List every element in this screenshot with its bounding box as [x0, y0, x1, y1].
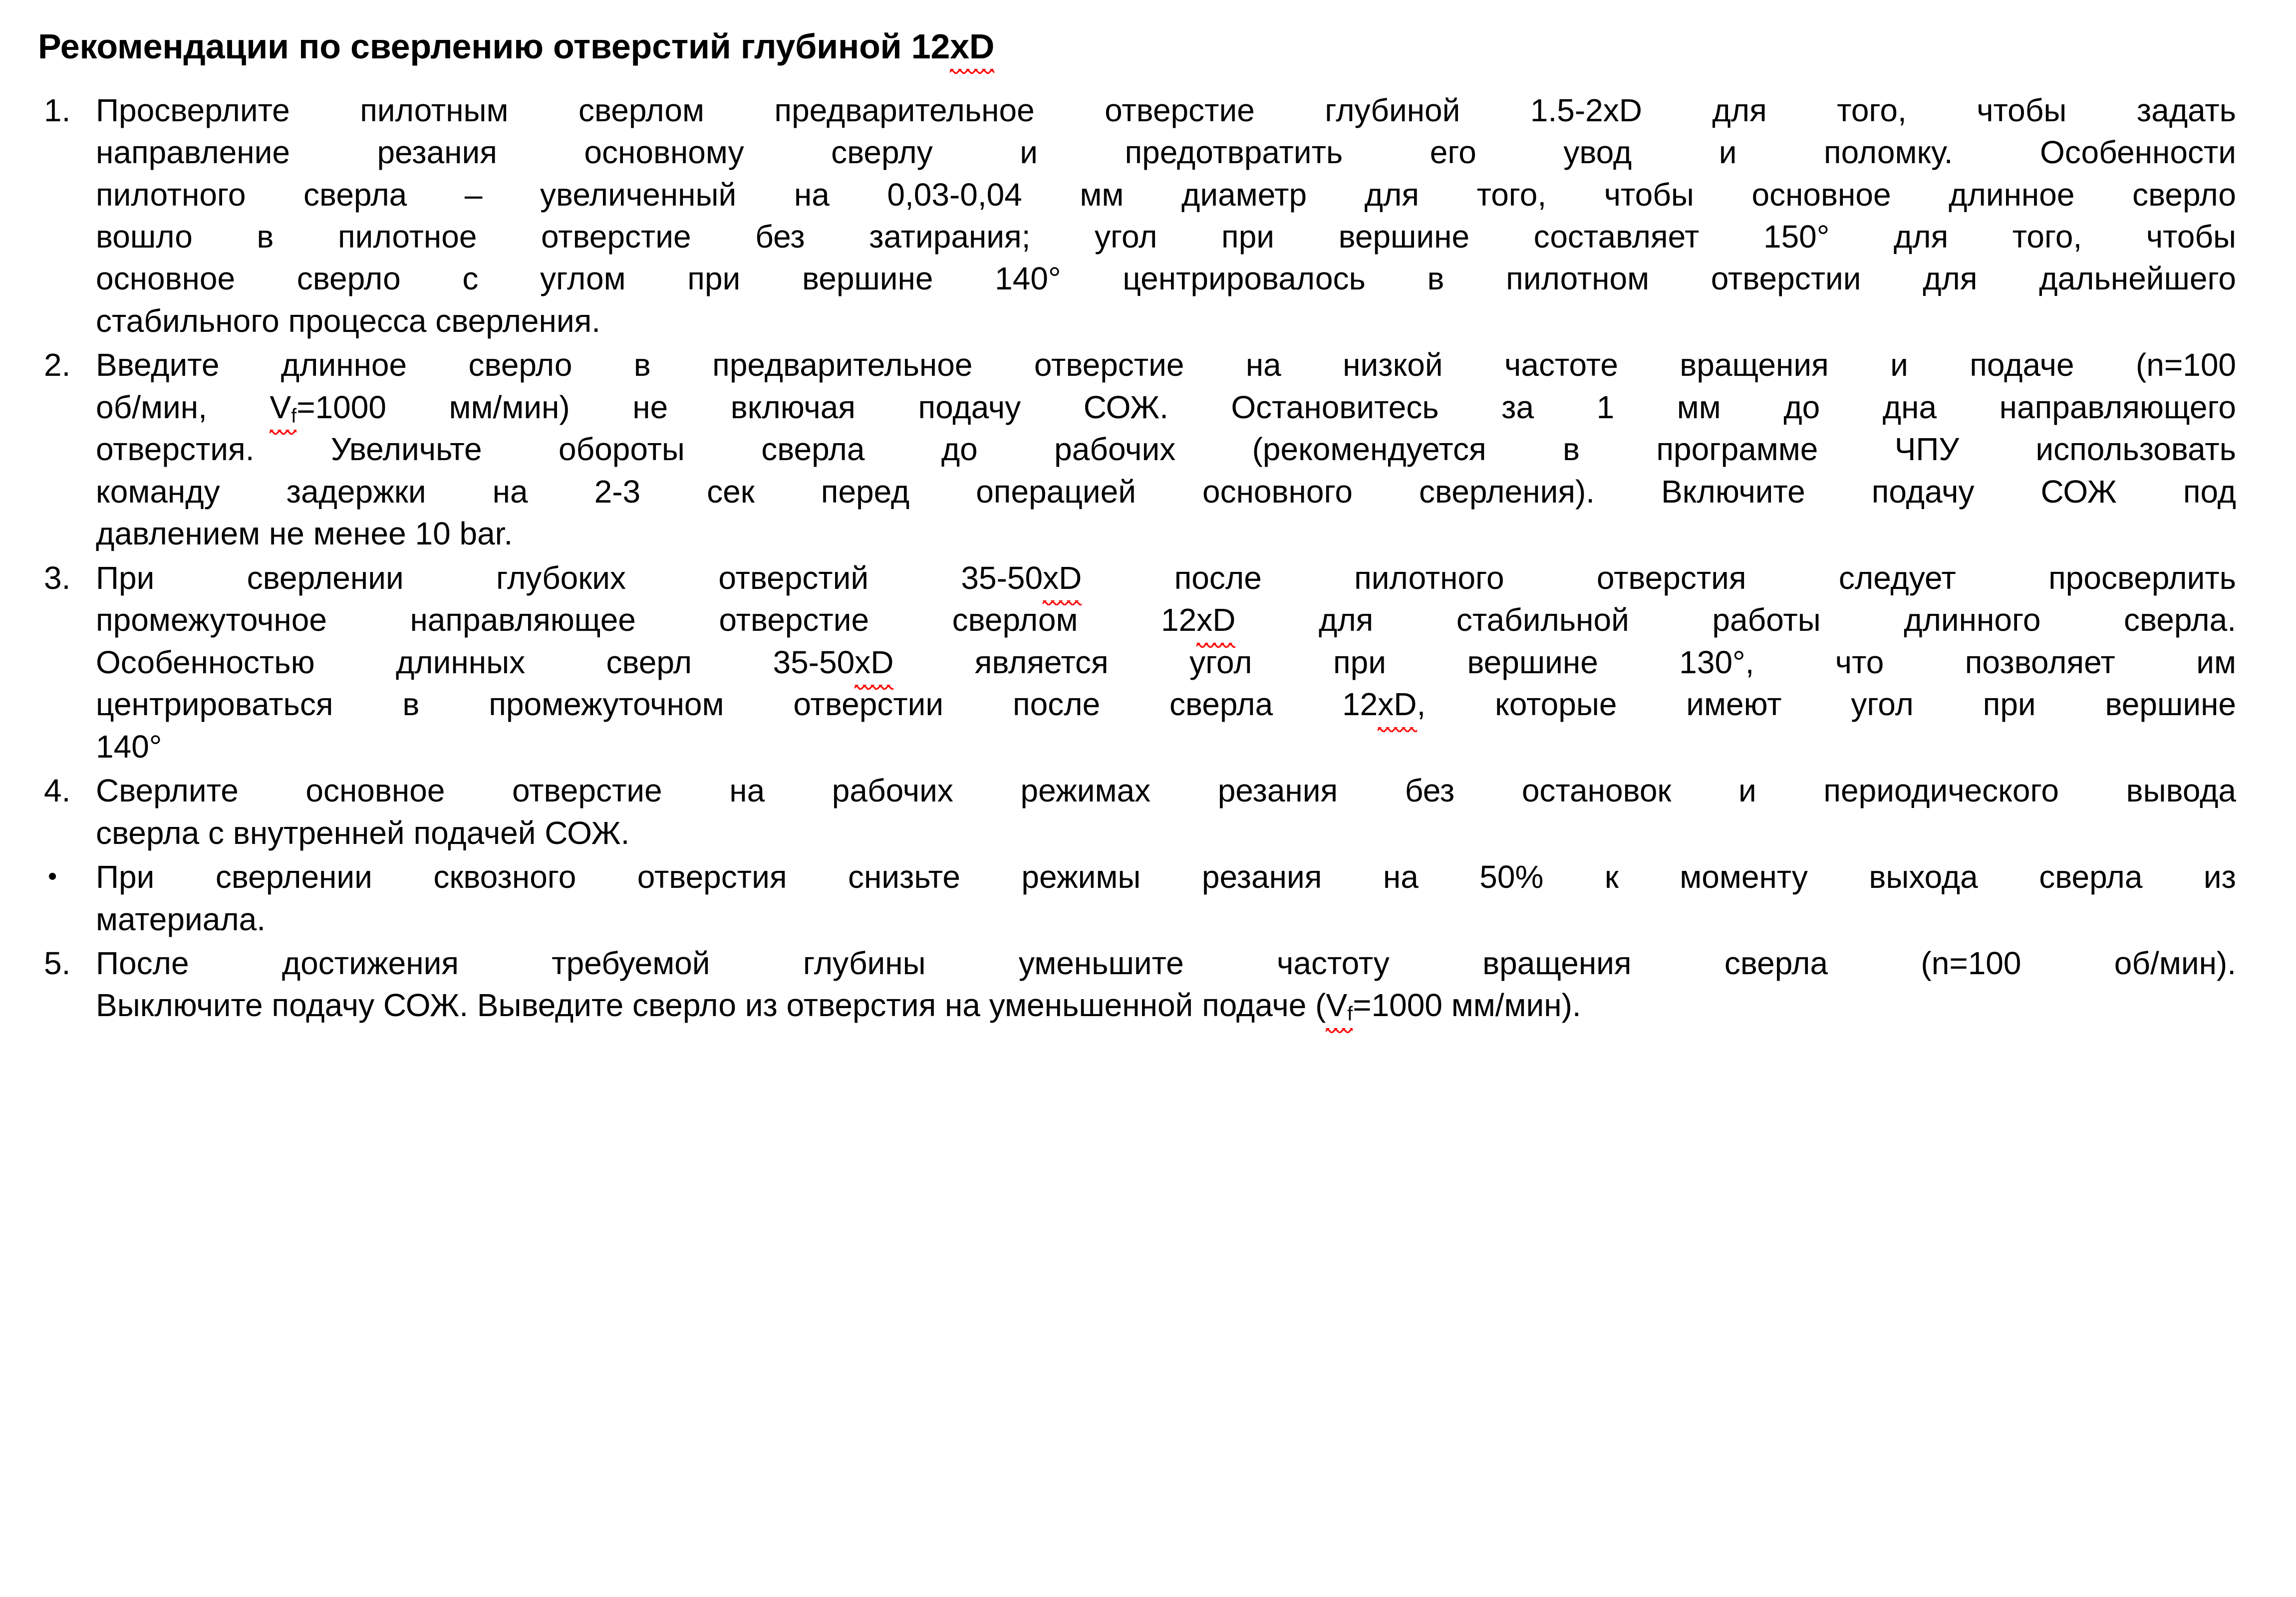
text-run: об/мин, [96, 389, 270, 425]
text-line: После достижения требуемой глубины умень… [96, 945, 2236, 981]
list-item-text: После достижения требуемой глубины умень… [96, 942, 2236, 1034]
text-line: стабильного процесса сверления. [96, 302, 601, 339]
page-title: Рекомендации по сверлению отверстий глуб… [35, 26, 2236, 74]
text-line: центрироваться в промежуточном отверстии… [96, 683, 2237, 733]
list-item-text: При сверлении сквозного отверстия снизьт… [96, 856, 2236, 940]
text-run: является угол при вершине 130°, что позв… [893, 644, 2237, 680]
list-item: 1. Просверлите пилотным сверлом предвари… [35, 89, 2236, 342]
spellcheck-misspelling: xD [1196, 599, 1236, 648]
list-item-text: Просверлите пилотным сверлом предварител… [96, 89, 2236, 342]
recommendations-list: 1. Просверлите пилотным сверлом предвари… [35, 89, 2236, 1034]
text-run: Выключите подачу СОЖ. Выведите сверло из… [96, 987, 1326, 1024]
list-marker: 4. [44, 773, 71, 809]
text-line: При сверлении глубоких отверстий 35-50xD… [96, 557, 2237, 606]
text-run: При сверлении глубоких отверстий 35-50 [96, 559, 1043, 596]
list-item: 5. После достижения требуемой глубины ум… [35, 942, 2236, 1034]
list-item: • При сверлении сквозного отверстия сниз… [35, 856, 2236, 940]
text-run: промежуточное направляющее отверстие све… [96, 602, 1197, 638]
symbol-vf: V [1326, 987, 1348, 1024]
subscript-f: f [1347, 1003, 1353, 1026]
spellcheck-misspelling: xD [855, 641, 894, 690]
text-line: При сверлении сквозного отверстия снизьт… [96, 859, 2236, 895]
text-line: пилотного сверла – увеличенный на 0,03-0… [96, 176, 2236, 213]
text-line: основное сверло с углом при вершине 140°… [96, 261, 2236, 297]
symbol-vf: V [270, 389, 291, 425]
text-run: центрироваться в промежуточном отверстии… [96, 686, 1378, 723]
list-marker: 5. [44, 945, 71, 981]
spellcheck-misspelling: xD [1043, 557, 1082, 606]
list-item-text: При сверлении глубоких отверстий 35-50xD… [96, 557, 2236, 768]
text-line: вошло в пилотное отверстие без затирания… [96, 219, 2236, 255]
text-line: Сверлите основное отверстие на рабочих р… [96, 773, 2236, 809]
text-run: , которые имеют угол при вершине [1417, 686, 2237, 723]
text-line: сверла с внутренней подачей СОЖ. [96, 814, 630, 851]
text-line: давлением не менее 10 bar. [96, 516, 513, 552]
text-run: Особенностью длинных сверл 35-50 [96, 644, 855, 680]
spellcheck-misspelling: Vf [270, 386, 297, 435]
list-marker-bullet: • [48, 862, 57, 891]
list-marker: 2. [44, 347, 71, 383]
text-line: команду задержки на 2-3 сек перед операц… [96, 473, 2236, 510]
spellcheck-misspelling: xD [1378, 683, 1417, 733]
text-run: =1000 мм/мин). [1353, 987, 1581, 1024]
text-line: Введите длинное сверло в предварительное… [96, 347, 2236, 383]
text-line: Выключите подачу СОЖ. Выведите сверло из… [96, 984, 2236, 1034]
text-line: отверстия. Увеличьте обороты сверла до р… [96, 431, 2236, 468]
list-marker: 3. [44, 559, 71, 596]
text-line: Просверлите пилотным сверлом предварител… [96, 92, 2236, 128]
list-item: 2. Введите длинное сверло в предваритель… [35, 344, 2236, 554]
text-run: после пилотного отверстия следует просве… [1082, 559, 2237, 596]
text-line: 140° [96, 728, 162, 765]
spellcheck-misspelling: Vf [1326, 984, 1353, 1034]
list-item-text: Введите длинное сверло в предварительное… [96, 344, 2236, 554]
text-line: направление резания основному сверлу и п… [96, 134, 2236, 171]
list-item-text: Сверлите основное отверстие на рабочих р… [96, 770, 2236, 854]
spellcheck-misspelling: xD [950, 26, 994, 74]
list-item: 4. Сверлите основное отверстие на рабочи… [35, 770, 2236, 854]
list-marker: 1. [44, 92, 71, 128]
list-item: 3. При сверлении глубоких отверстий 35-5… [35, 557, 2236, 768]
text-run: =1000 мм/мин) не включая подачу СОЖ. Ост… [296, 389, 2237, 425]
text-line: Особенностью длинных сверл 35-50xD являе… [96, 641, 2237, 690]
text-line: промежуточное направляющее отверстие све… [96, 599, 2236, 648]
subscript-f: f [291, 405, 297, 427]
text-run: для стабильной работы длинного сверла. [1235, 602, 2236, 638]
page-title-text: Рекомендации по сверлению отверстий глуб… [38, 27, 950, 66]
text-line: об/мин, Vf=1000 мм/мин) не включая подач… [96, 386, 2237, 435]
text-line: материала. [96, 901, 266, 937]
